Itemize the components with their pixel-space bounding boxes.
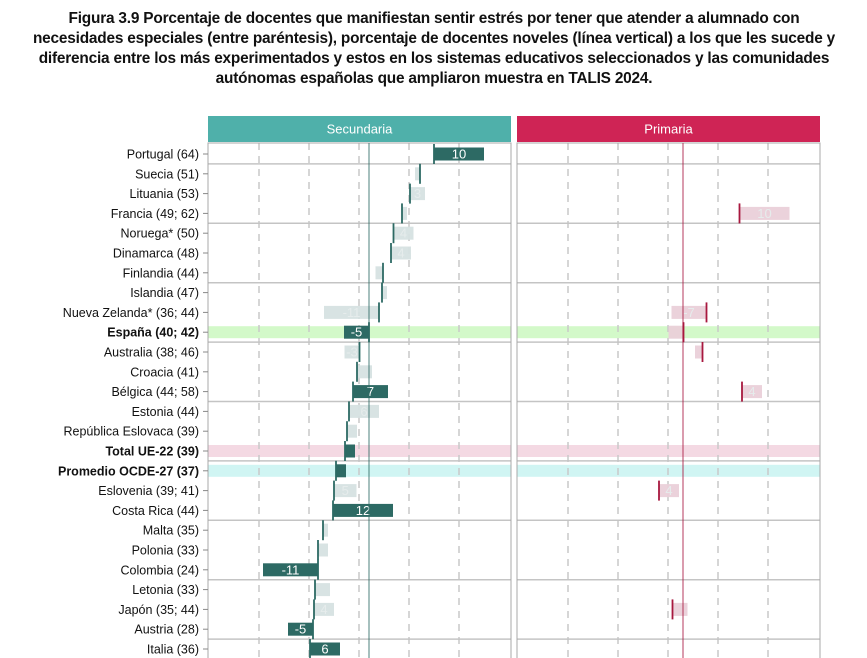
row-label: Japón (35; 44) [118,603,199,617]
difference-bar [393,226,414,240]
difference-bar [668,325,684,339]
difference-label: -5 [351,325,363,340]
difference-bar [345,444,355,458]
row-label: Malta (35) [143,524,199,538]
row-label: Finlandia (44) [123,266,199,280]
difference-bar [402,206,407,220]
difference-bar [314,602,334,616]
difference-label: -11 [343,305,361,320]
row-label: Nueva Zelanda* (36; 44) [63,306,199,320]
row-label: Islandia (47) [130,286,199,300]
row-label: Noruega* (50) [120,227,199,241]
difference-bar [349,404,379,418]
difference-label: 4 [400,226,407,241]
difference-bar [742,385,762,399]
row-label: Francia (49; 62) [111,207,199,221]
difference-bar [375,266,383,280]
row-label: Estonia (44) [132,405,199,419]
difference-label: 4 [748,384,755,399]
difference-bar [410,187,425,201]
difference-bar [263,563,318,577]
difference-bar [739,206,790,220]
difference-bar [336,464,346,478]
difference-bar [318,543,328,557]
difference-bar [288,622,313,636]
difference-label: -3 [346,345,358,360]
row-label: España (40; 42) [107,326,199,340]
panel-title-secundaria: Secundaria [327,122,394,137]
row-label: Promedio OCDE-27 (37) [58,464,199,478]
difference-label: 10 [757,206,771,221]
row-label: Dinamarca (48) [113,247,199,261]
row-label: Suecia (51) [135,167,199,181]
highlight-band [517,445,820,457]
difference-bar [315,583,330,597]
difference-bar [347,424,357,438]
difference-label: 4 [665,483,672,498]
difference-bar [344,325,369,339]
difference-bar [323,523,328,537]
chart-title: Figura 3.9 Porcentaje de docentes que ma… [32,10,836,87]
difference-bar [672,602,688,616]
row-label: Austria (28) [134,623,199,637]
row-label: Letonia (33) [132,583,199,597]
row-label: Italia (36) [147,643,199,657]
difference-bar [334,484,357,498]
row-label: Polonia (33) [132,544,199,558]
difference-bar [357,365,372,379]
difference-label: 10 [452,147,466,162]
row-label: Eslovenia (39; 41) [98,484,199,498]
difference-bar [324,305,379,319]
panel-border [207,142,512,658]
difference-label: -5 [295,622,307,637]
row-label: Croacia (41) [130,365,199,379]
row-label: Australia (38; 46) [104,346,199,360]
difference-label: 4 [320,602,327,617]
panel-header-secundaria [208,116,511,142]
difference-bar [344,345,360,359]
difference-label: 4 [397,246,404,261]
difference-label: 6 [321,642,328,657]
difference-bar [659,484,679,498]
row-label: Lituania (53) [130,187,200,201]
difference-bar [333,503,393,517]
difference-bar [310,642,340,656]
difference-label: 6 [360,404,367,419]
difference-bar [695,345,703,359]
difference-bar [353,385,388,399]
difference-label: 3 [414,186,421,201]
row-label: República Eslovaca (39) [64,425,200,439]
difference-label: 5 [342,483,349,498]
difference-bar [391,246,411,260]
panel-border [516,142,821,658]
difference-label: 12 [356,503,370,518]
panel-title-primaria: Primaria [644,122,693,137]
difference-bar [671,305,707,319]
highlight-band [208,445,511,457]
row-label: Costa Rica (44) [112,504,199,518]
row-label: Colombia (24) [120,563,199,577]
difference-label: 7 [367,384,374,399]
panel-header-primaria [517,116,820,142]
row-label: Portugal (64) [127,148,199,162]
difference-bar [382,286,387,300]
difference-label: -7 [683,305,695,320]
difference-bar [434,147,484,161]
difference-label: -11 [282,562,300,577]
row-label: Total UE-22 (39) [105,445,199,459]
row-label: Bélgica (44; 58) [111,385,199,399]
difference-bar [415,167,420,181]
